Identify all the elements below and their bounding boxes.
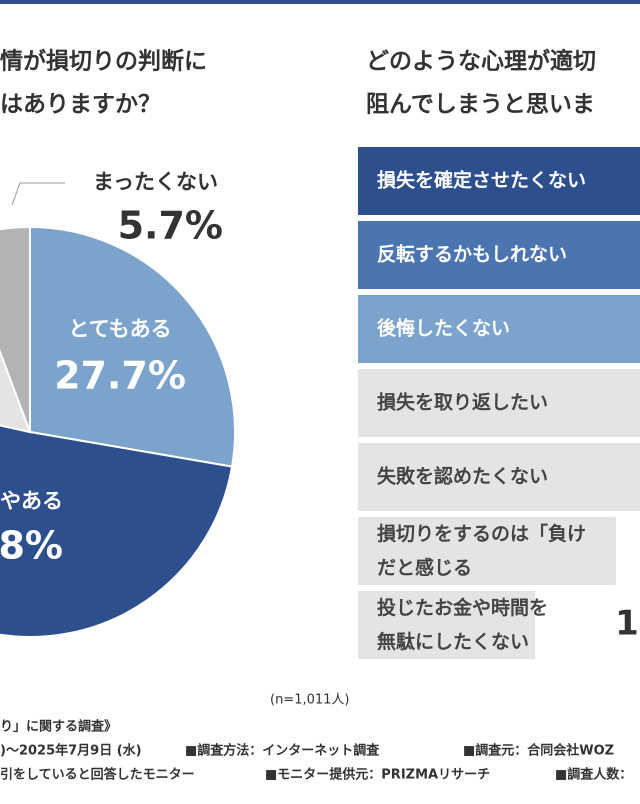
bar-title: どのような心理が適切 [366, 48, 596, 75]
bar [358, 147, 640, 215]
top-strip [0, 0, 640, 4]
bar [358, 517, 616, 585]
bar [358, 443, 640, 511]
footer-text: り」に関する調査》 [0, 719, 117, 735]
bar-label: 損失を確定させたくない [377, 169, 586, 192]
footer-text: )〜2025年7月9日 (水) [0, 743, 142, 759]
bar-value: 16.2% [615, 604, 640, 644]
bar-label: 後悔したくない [377, 317, 510, 340]
bar-title: 阻んでしまうと思いま [366, 92, 595, 118]
leader-line [11, 182, 65, 206]
footer-text: ■調査方法：インターネット調査 [185, 743, 380, 759]
pie-slice [0, 348, 32, 434]
footer-text: ■調査人数： [555, 767, 632, 783]
pie-slice [29, 225, 236, 468]
bar-label: 反転するかもしれない [377, 244, 567, 266]
pie-slice [0, 225, 31, 433]
sample-size: (n=1,011人) [270, 693, 350, 708]
slice-label: ややある [0, 489, 63, 513]
slice-value: 50.8% [0, 524, 63, 568]
pie-slice [0, 424, 234, 638]
slice-label: とてもある [68, 317, 171, 341]
bar [358, 369, 640, 437]
bar [358, 295, 640, 363]
bar [358, 221, 640, 289]
bar-label: 損切りをするのは「負けだと感じる [377, 522, 586, 579]
footer-text: ■モニター提供元：PRIZMAリサーチ [265, 767, 490, 783]
footer-text: ■調査元：合同会社WOZ [463, 743, 614, 759]
pie-title: はありますか？ [0, 92, 161, 118]
bar-label: 損失を取り返したい [377, 391, 548, 414]
footer-text: 引をしていると回答したモニター [0, 767, 195, 783]
slice-label: まったくない [93, 170, 218, 194]
slice-value: 27.7% [54, 354, 186, 398]
pie-title: 情が損切りの判断に [0, 48, 207, 75]
bar [358, 591, 536, 659]
bar-label: 失敗を認めたくない [377, 465, 548, 488]
slice-value: 5.7% [118, 204, 223, 248]
bar-label: 投じたお金や時間を無駄にしたくない [377, 596, 548, 653]
